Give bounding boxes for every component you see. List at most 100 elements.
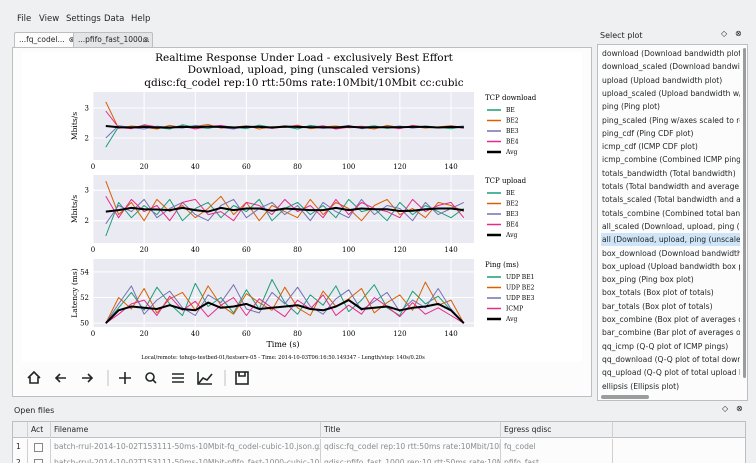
legend-label: BE2 xyxy=(506,201,519,208)
series-line xyxy=(105,294,465,324)
y-tick-label: 52 xyxy=(80,294,89,302)
column-header[interactable]: Egress qdisc xyxy=(501,422,613,438)
x-tick-label: 80 xyxy=(293,246,302,254)
back-button[interactable] xyxy=(54,373,66,383)
x-tick-label: 0 xyxy=(91,246,95,254)
table-cell: qdisc:pfifo_fast_1000 rep:10 rtt:50ms ra… xyxy=(321,455,501,463)
plot-list-item[interactable]: box_ping (Ping box plot) xyxy=(602,275,694,285)
table-cell: batch-rrul-2014-10-02T153111-50ms-10Mbit… xyxy=(51,455,321,463)
save-button[interactable] xyxy=(235,371,249,385)
close-button[interactable]: ⊗ xyxy=(735,29,742,38)
x-tick-label: 20 xyxy=(140,330,149,338)
menu-item[interactable]: View xyxy=(39,14,60,24)
legend-title: TCP upload xyxy=(485,177,527,185)
y-tick-label: 2 xyxy=(85,217,89,225)
float-button[interactable]: ◇ xyxy=(721,29,728,38)
plot-area xyxy=(93,259,474,327)
series-line xyxy=(105,206,464,213)
plot-list-item[interactable]: icmp_combine (Combined ICMP ping pl xyxy=(602,155,740,165)
tab-close[interactable]: ⊗ xyxy=(68,35,75,44)
x-tick-label: 0 xyxy=(91,163,95,171)
open-files-table: Act Filename Title Egress qdisc 1 batch-r… xyxy=(12,421,746,463)
pan-button[interactable] xyxy=(119,372,131,384)
float-button[interactable]: ◇ xyxy=(722,404,729,413)
legend-label: Avg xyxy=(505,316,517,323)
plot-list-item[interactable]: download (Download bandwidth plot) xyxy=(602,49,740,58)
plot-list-item[interactable]: all (Download, upload, ping (unscaled ve xyxy=(601,233,740,247)
plot-list-item[interactable]: qq_icmp (Q-Q plot of ICMP pings) xyxy=(602,341,729,351)
plot-list-item[interactable]: totals_scaled (Total bandwidth and aver xyxy=(602,195,740,205)
legend-title: Ping (ms) xyxy=(485,261,519,269)
active-checkbox[interactable] xyxy=(28,439,51,455)
x-tick-label: 140 xyxy=(444,163,457,171)
plot-list-item[interactable]: totals (Total bandwidth and average pin xyxy=(602,182,740,191)
tab[interactable]: ...pfifo_fast_1000... ⊗ xyxy=(73,32,153,48)
legend-label: Avg xyxy=(505,149,517,156)
menu-item[interactable]: Data xyxy=(104,14,125,24)
plot-list-item[interactable]: ellipsis (Ellipsis plot) xyxy=(602,381,680,391)
plot-list-item[interactable]: all_scaled (Download, upload, ping (scal xyxy=(602,221,740,231)
legend-label: BE xyxy=(506,107,515,114)
figure: Realtime Response Under Load - exclusive… xyxy=(22,52,582,362)
menu-item[interactable]: Settings xyxy=(66,14,101,24)
plot-list-item[interactable]: box_totals (Box plot of totals) xyxy=(602,288,714,298)
plot-list-item[interactable]: ping_cdf (Ping CDF plot) xyxy=(602,128,694,138)
panel-title: Open files xyxy=(14,406,55,415)
menu-item[interactable]: Help xyxy=(131,14,151,24)
legend-label: ICMP xyxy=(506,306,523,313)
plot-list-item[interactable]: upload_scaled (Upload bandwidth w/ax xyxy=(602,88,740,98)
plot-list-item[interactable]: ping (Ping plot) xyxy=(602,102,661,112)
configure-button[interactable] xyxy=(172,373,184,383)
x-tick-label: 140 xyxy=(444,330,457,338)
tab-label: ...pfifo_fast_1000... xyxy=(78,35,150,44)
plot-list-item[interactable]: box_upload (Upload bandwidth box plo xyxy=(602,261,740,271)
x-tick-label: 80 xyxy=(293,330,302,338)
plot-list-item[interactable]: totals_combine (Combined total bandw xyxy=(602,208,740,218)
legend-label: BE3 xyxy=(506,211,519,218)
legend-title: TCP download xyxy=(485,94,537,102)
figure-footer: Local/remote: tohojo-testbed-01/testserv… xyxy=(141,355,425,361)
x-tick-label: 0 xyxy=(91,330,95,338)
column-header[interactable]: Filename xyxy=(51,422,321,438)
legend-label: UDP BE1 xyxy=(506,274,534,281)
plot-list-item[interactable]: qq_download (Q-Q plot of total downlo xyxy=(602,354,740,364)
home-button[interactable] xyxy=(27,370,41,384)
scrollbar[interactable] xyxy=(601,395,649,399)
legend-label: UDP BE2 xyxy=(506,285,535,292)
column-header[interactable]: Title xyxy=(321,422,501,438)
tab[interactable]: ...fq_codel... ⊗ xyxy=(14,32,79,48)
legend-label: Avg xyxy=(505,232,517,239)
plot-list-item[interactable]: box_download (Download bandwidth b xyxy=(602,248,740,258)
legend-label: BE4 xyxy=(506,222,519,229)
edit-axis-button[interactable] xyxy=(197,372,213,385)
forward-button[interactable] xyxy=(82,373,94,383)
plot-list-item[interactable]: bar_totals (Box plot of totals) xyxy=(602,301,713,311)
zoom-button[interactable] xyxy=(145,372,157,384)
plot-list-item[interactable]: qq_upload (Q-Q plot of total upload ba xyxy=(602,368,740,378)
plot-list-item[interactable]: bar_combine (Bar plot of averages of se xyxy=(602,328,740,338)
plot-list-item[interactable]: totals_bandwidth (Total bandwidth) xyxy=(602,168,736,178)
plot-list: download (Download bandwidth plot) downlo… xyxy=(597,44,748,401)
close-button[interactable]: ⊗ xyxy=(736,404,743,413)
scrollbar[interactable] xyxy=(743,48,746,378)
plot-list-item[interactable]: upload (Upload bandwidth plot) xyxy=(602,75,723,85)
plot-list-item[interactable]: ping_scaled (Ping w/axes scaled to remo xyxy=(602,115,740,125)
row-number: 1 xyxy=(13,439,28,455)
legend-label: BE4 xyxy=(506,139,519,146)
toolbar xyxy=(27,370,249,386)
active-checkbox[interactable] xyxy=(28,455,51,463)
table-cell: pfifo_fast xyxy=(501,455,613,463)
menu-item[interactable]: File xyxy=(17,14,32,24)
column-header[interactable]: Act xyxy=(28,422,51,438)
x-tick-label: 40 xyxy=(191,330,200,338)
plot-list-item[interactable]: icmp_cdf (ICMP CDF plot) xyxy=(602,142,698,152)
plot-list-item[interactable]: box_combine (Box plot of averages of se xyxy=(602,315,740,324)
table-cell: fq_codel xyxy=(501,439,613,455)
tab-close[interactable]: ⊗ xyxy=(142,35,149,44)
x-tick-label: 120 xyxy=(393,163,406,171)
series-line xyxy=(105,284,465,324)
x-tick-label: 60 xyxy=(242,246,251,254)
legend-label: UDP BE3 xyxy=(506,295,535,302)
plot-list-item[interactable]: download_scaled (Download bandwidth xyxy=(602,62,740,72)
